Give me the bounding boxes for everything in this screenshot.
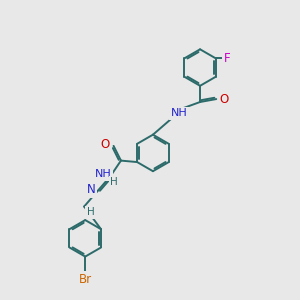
Text: NH: NH <box>95 169 112 179</box>
Text: H: H <box>110 177 118 188</box>
Text: O: O <box>220 93 229 106</box>
Text: H: H <box>87 207 94 218</box>
Text: NH: NH <box>171 108 188 118</box>
Text: Br: Br <box>79 273 92 286</box>
Text: N: N <box>86 183 95 196</box>
Text: F: F <box>224 52 230 65</box>
Text: O: O <box>101 138 110 151</box>
